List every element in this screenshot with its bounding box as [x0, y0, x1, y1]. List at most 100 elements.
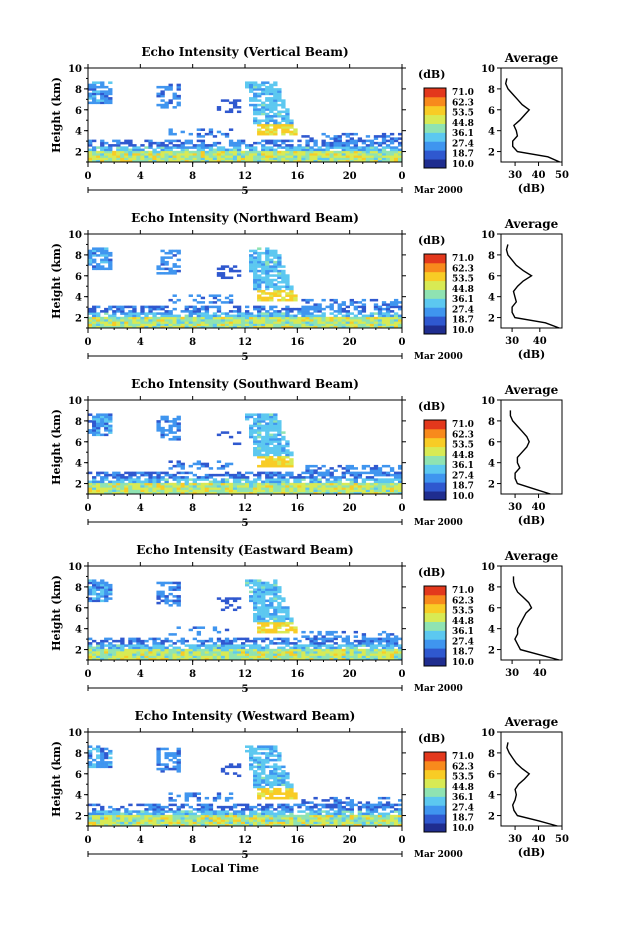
heatmap-cell: [269, 88, 273, 91]
heatmap-cell: [277, 588, 281, 591]
heatmap-cell: [321, 656, 325, 659]
heatmap-cell: [116, 813, 120, 816]
heatmap-cell: [289, 153, 293, 156]
heatmap-cell: [156, 752, 160, 755]
heatmap-cell: [160, 95, 164, 98]
heatmap-cell: [233, 310, 237, 313]
colorbar-tick-label: 62.3: [452, 596, 474, 606]
heatmap-cell: [334, 490, 338, 493]
heatmap-cell: [96, 582, 100, 585]
heatmap-cell: [213, 815, 217, 818]
heatmap-cell: [386, 638, 390, 641]
x-tick-label: 20: [343, 503, 357, 514]
heatmap-cell: [124, 815, 128, 818]
heatmap-cell: [273, 487, 277, 490]
heatmap-cell: [177, 795, 181, 798]
heatmap-cell: [257, 270, 261, 273]
heatmap-cell: [261, 108, 265, 111]
heatmap-cell: [277, 478, 281, 481]
heatmap-cell: [136, 149, 140, 152]
heatmap-cell: [273, 458, 277, 461]
heatmap-cell: [386, 487, 390, 490]
heatmap-cell: [297, 644, 301, 647]
heatmap-cell: [241, 647, 245, 650]
heatmap-cell: [100, 815, 104, 818]
heatmap-cell: [148, 638, 152, 641]
heatmap-cell: [100, 254, 104, 257]
heatmap-cell: [197, 808, 201, 811]
heatmap-cell: [140, 481, 144, 484]
heatmap-cell: [277, 597, 281, 600]
heatmap-cell: [245, 306, 249, 309]
heatmap-cell: [305, 321, 309, 324]
heatmap-cell: [92, 259, 96, 262]
heatmap-cell: [140, 642, 144, 645]
heatmap-cell: [245, 653, 249, 656]
heatmap-cell: [378, 653, 382, 656]
heatmap-cell: [160, 153, 164, 156]
heatmap-cell: [273, 88, 277, 91]
heatmap-cell: [358, 476, 362, 479]
heatmap-cell: [321, 649, 325, 652]
heatmap-cell: [213, 799, 217, 802]
heatmap-cell: [116, 808, 120, 811]
heatmap-cell: [269, 155, 273, 158]
heatmap-cell: [273, 478, 277, 481]
heatmap-cell: [177, 487, 181, 490]
heatmap-cell: [100, 158, 104, 161]
heatmap-cell: [354, 133, 358, 136]
heatmap-cell: [132, 653, 136, 656]
heatmap-cell: [261, 819, 265, 822]
heatmap-cell: [112, 487, 116, 490]
heatmap-cell: [257, 602, 261, 605]
heatmap-cell: [140, 647, 144, 650]
heatmap-cell: [96, 146, 100, 149]
heatmap-cell: [330, 472, 334, 475]
heatmap-cell: [132, 490, 136, 493]
heatmap-cell: [181, 822, 185, 825]
heatmap-cell: [305, 151, 309, 154]
heatmap-cell: [169, 651, 173, 654]
heatmap-cell: [326, 149, 330, 152]
heatmap-cell: [273, 290, 277, 293]
heatmap-cell: [273, 474, 277, 477]
heatmap-cell: [257, 443, 261, 446]
heatmap-cell: [390, 321, 394, 324]
heatmap-cell: [169, 99, 173, 102]
heatmap-cell: [229, 317, 233, 320]
colorbar-swatch: [424, 456, 446, 465]
heatmap-cell: [225, 651, 229, 654]
heatmap-cell: [213, 813, 217, 816]
heatmap-cell: [281, 617, 285, 620]
heatmap-cell: [108, 656, 112, 659]
heatmap-cell: [265, 252, 269, 255]
heatmap-cell: [229, 102, 233, 105]
heatmap-cell: [249, 321, 253, 324]
heatmap-cell: [269, 425, 273, 428]
heatmap-cell: [229, 153, 233, 156]
heatmap-cell: [169, 133, 173, 136]
heatmap-cell: [273, 128, 277, 131]
colorbar-swatch: [424, 298, 446, 307]
heatmap-cell: [173, 754, 177, 757]
heatmap-cell: [257, 310, 261, 313]
heatmap-cell: [108, 597, 112, 600]
heatmap-cell: [350, 474, 354, 477]
profile-y-tick-label: 8: [488, 583, 495, 594]
heatmap-cell: [144, 490, 148, 493]
heatmap-cell: [193, 481, 197, 484]
heatmap-cell: [273, 319, 277, 322]
heatmap-cell: [269, 591, 273, 594]
heatmap-cell: [269, 651, 273, 654]
heatmap-cell: [96, 754, 100, 757]
heatmap-cell: [326, 306, 330, 309]
heatmap-cell: [330, 653, 334, 656]
heatmap-cell: [104, 268, 108, 271]
heatmap-cell: [164, 306, 168, 309]
heatmap-cell: [269, 84, 273, 87]
heatmap-cell: [96, 490, 100, 493]
heatmap-cell: [265, 261, 269, 264]
heatmap-cell: [386, 135, 390, 138]
heatmap-cell: [217, 487, 221, 490]
heatmap-cell: [181, 815, 185, 818]
